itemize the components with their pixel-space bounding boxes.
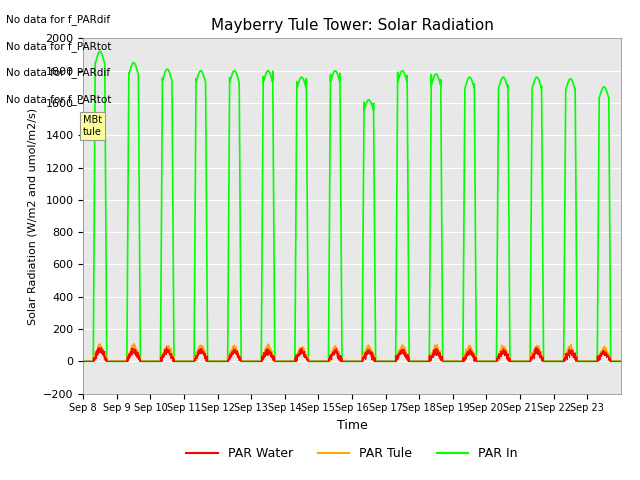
Text: No data for f_PARdif: No data for f_PARdif bbox=[6, 14, 111, 25]
Text: No data for f_PARdif: No data for f_PARdif bbox=[6, 67, 111, 78]
Title: Mayberry Tule Tower: Solar Radiation: Mayberry Tule Tower: Solar Radiation bbox=[211, 18, 493, 33]
Legend: PAR Water, PAR Tule, PAR In: PAR Water, PAR Tule, PAR In bbox=[181, 443, 523, 466]
Y-axis label: Solar Radiation (W/m2 and umol/m2/s): Solar Radiation (W/m2 and umol/m2/s) bbox=[28, 108, 37, 324]
X-axis label: Time: Time bbox=[337, 419, 367, 432]
Text: No data for f_PARtot: No data for f_PARtot bbox=[6, 94, 112, 105]
Text: No data for f_PARtot: No data for f_PARtot bbox=[6, 41, 112, 52]
Text: MBt
tule: MBt tule bbox=[83, 115, 102, 137]
